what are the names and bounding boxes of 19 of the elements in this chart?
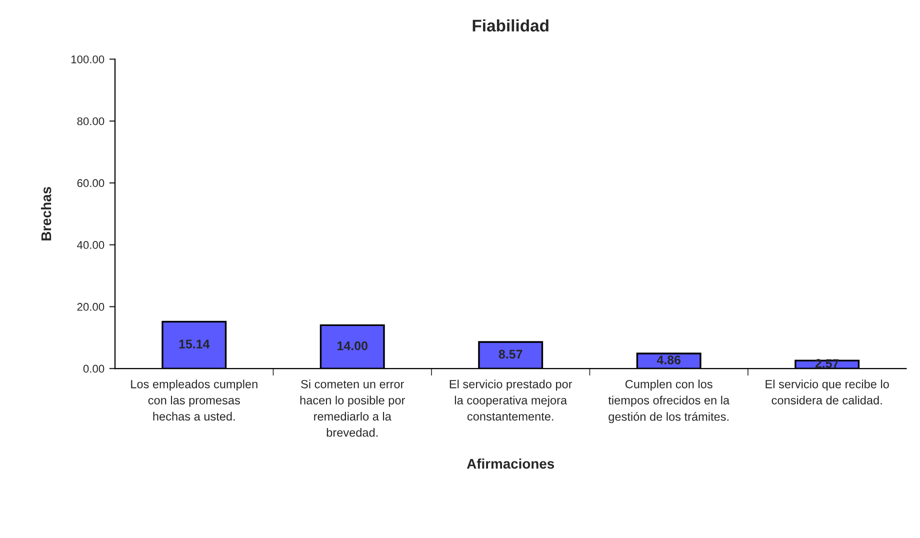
data-label: 14.00	[338, 341, 368, 350]
data-label: 2.57	[815, 359, 839, 368]
y-tick-label: 0.00	[83, 364, 104, 373]
y-tick-label: 40.00	[77, 241, 104, 249]
y-tick-label: 100.00	[71, 55, 104, 64]
data-label: 15.14	[179, 340, 210, 348]
x-tick-label: El servicio prestado por la cooperativa mejora constantemente.	[450, 380, 572, 421]
chart-title: Fiabilidad	[472, 19, 548, 32]
data-label: 4.86	[656, 356, 681, 364]
y-axis-title: Brechas	[40, 187, 52, 240]
y-tick-label: 20.00	[77, 302, 104, 311]
data-label: 8.57	[498, 350, 522, 359]
x-axis-title: Afirmaciones	[466, 458, 554, 469]
x-tick-label: Cumplen con los tiempos ofrecidos en la gestión de los trámites.	[608, 380, 730, 424]
x-tick-label: Si cometen un error hacen lo posible por remediarlo a la brevedad.	[300, 380, 405, 437]
y-tick-label: 60.00	[77, 179, 104, 188]
x-tick-label: Los empleados cumplen con las promesas hechas a usted.	[131, 380, 258, 421]
x-tick-label: El servicio que recibe lo considera de calidad.	[766, 380, 889, 404]
y-tick-label: 80.00	[77, 117, 104, 126]
